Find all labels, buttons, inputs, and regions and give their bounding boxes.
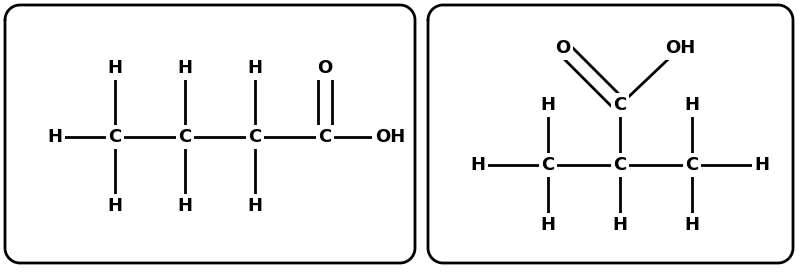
Text: C: C (686, 156, 698, 174)
Text: H: H (107, 59, 122, 77)
Text: H: H (178, 197, 193, 215)
Text: OH: OH (375, 128, 405, 146)
Text: OH: OH (665, 39, 695, 57)
Text: C: C (614, 96, 626, 114)
Text: H: H (541, 216, 555, 234)
Text: H: H (685, 96, 699, 114)
Text: H: H (47, 128, 62, 146)
Text: C: C (108, 128, 122, 146)
Text: O: O (555, 39, 570, 57)
Text: H: H (754, 156, 770, 174)
Text: H: H (541, 96, 555, 114)
Text: C: C (178, 128, 192, 146)
Polygon shape (428, 5, 793, 263)
Text: H: H (470, 156, 486, 174)
Text: H: H (613, 216, 627, 234)
Text: H: H (107, 197, 122, 215)
Text: C: C (318, 128, 332, 146)
Text: H: H (247, 197, 262, 215)
Text: H: H (685, 216, 699, 234)
Text: H: H (247, 59, 262, 77)
Text: O: O (318, 59, 333, 77)
Text: C: C (542, 156, 554, 174)
Text: H: H (178, 59, 193, 77)
Text: C: C (614, 156, 626, 174)
Polygon shape (5, 5, 415, 263)
Text: C: C (248, 128, 262, 146)
